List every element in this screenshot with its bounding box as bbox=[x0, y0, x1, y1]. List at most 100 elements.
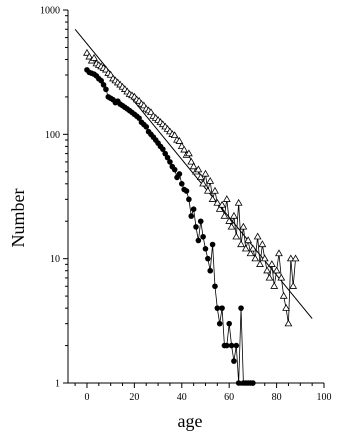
data-point-triangle bbox=[267, 260, 276, 267]
data-point-triangle bbox=[147, 108, 155, 116]
data-point-circle bbox=[195, 237, 202, 244]
data-point-triangle bbox=[106, 70, 115, 78]
data-point-circle bbox=[235, 380, 242, 386]
data-point-circle bbox=[212, 283, 218, 290]
data-point-circle bbox=[183, 188, 190, 194]
data-point-circle bbox=[100, 82, 107, 88]
data-point-circle bbox=[200, 233, 206, 240]
data-point-circle bbox=[171, 166, 178, 173]
data-point-triangle bbox=[189, 162, 198, 170]
series-line bbox=[86, 69, 253, 384]
data-point-triangle bbox=[199, 179, 208, 187]
data-point-circle bbox=[197, 218, 204, 225]
data-point-circle bbox=[186, 196, 192, 203]
data-point-triangle bbox=[213, 198, 222, 206]
series-layer bbox=[83, 48, 300, 386]
data-point-triangle bbox=[260, 254, 269, 262]
data-point-circle bbox=[224, 342, 230, 349]
data-point-circle bbox=[231, 358, 237, 364]
data-point-triangle bbox=[272, 266, 281, 274]
data-point-triangle bbox=[253, 232, 262, 240]
data-point-triangle bbox=[234, 198, 243, 206]
data-point-triangle bbox=[225, 217, 234, 224]
data-point-circle bbox=[250, 380, 256, 386]
data-point-triangle bbox=[286, 254, 295, 262]
data-point-triangle bbox=[211, 186, 219, 194]
data-point-circle bbox=[178, 181, 185, 187]
data-point-circle bbox=[226, 320, 232, 327]
x-tick-label: 100 bbox=[317, 392, 332, 403]
data-point-triangle bbox=[258, 240, 267, 248]
data-point-circle bbox=[190, 206, 197, 212]
data-point-circle bbox=[228, 342, 235, 349]
x-axis-label: age bbox=[178, 411, 203, 431]
data-point-triangle bbox=[215, 204, 224, 212]
x-tick-label: 60 bbox=[224, 392, 234, 403]
data-point-triangle bbox=[277, 273, 286, 281]
data-point-circle bbox=[238, 305, 244, 311]
data-point-triangle bbox=[227, 222, 236, 230]
x-tick-label: 20 bbox=[129, 392, 139, 403]
data-point-triangle bbox=[279, 291, 288, 299]
data-point-triangle bbox=[239, 222, 248, 230]
data-point-circle bbox=[136, 115, 142, 121]
data-point-triangle bbox=[220, 211, 229, 219]
y-axis-label: Number bbox=[8, 189, 28, 248]
data-point-circle bbox=[216, 320, 223, 327]
data-point-circle bbox=[214, 305, 221, 311]
data-point-circle bbox=[164, 154, 171, 161]
data-point-triangle bbox=[180, 145, 189, 153]
data-point-circle bbox=[103, 86, 109, 93]
data-point-triangle bbox=[184, 149, 193, 157]
data-point-circle bbox=[202, 246, 209, 252]
data-point-triangle bbox=[248, 244, 257, 252]
data-point-circle bbox=[233, 342, 240, 349]
data-point-triangle bbox=[83, 48, 91, 56]
x-tick-label: 40 bbox=[177, 392, 187, 403]
data-point-triangle bbox=[218, 200, 226, 208]
data-point-triangle bbox=[270, 282, 279, 289]
data-point-triangle bbox=[256, 260, 264, 267]
data-point-triangle bbox=[222, 195, 231, 202]
data-point-circle bbox=[193, 224, 199, 230]
series-circles bbox=[84, 67, 256, 386]
data-point-triangle bbox=[90, 53, 98, 61]
data-point-triangle bbox=[237, 240, 245, 248]
data-point-triangle bbox=[275, 249, 283, 257]
data-point-triangle bbox=[85, 52, 94, 60]
data-point-triangle bbox=[206, 176, 215, 184]
data-point-triangle bbox=[175, 137, 184, 144]
data-point-triangle bbox=[291, 254, 300, 262]
data-point-circle bbox=[98, 77, 104, 84]
data-point-triangle bbox=[203, 186, 212, 194]
data-point-triangle bbox=[194, 165, 203, 173]
data-point-triangle bbox=[246, 249, 255, 257]
x-tick-label: 80 bbox=[272, 392, 282, 403]
data-point-triangle bbox=[230, 211, 238, 219]
data-point-circle bbox=[209, 241, 216, 248]
series-line bbox=[86, 52, 296, 324]
data-point-triangle bbox=[241, 244, 250, 252]
data-point-triangle bbox=[170, 131, 179, 139]
data-point-triangle bbox=[265, 273, 274, 281]
data-point-circle bbox=[160, 146, 166, 152]
data-point-triangle bbox=[282, 303, 290, 311]
x-tick-label: 0 bbox=[84, 392, 89, 403]
y-tick-label: 1 bbox=[55, 379, 60, 390]
data-point-triangle bbox=[289, 282, 298, 289]
data-point-circle bbox=[219, 305, 225, 311]
data-point-triangle bbox=[284, 319, 293, 327]
data-point-triangle bbox=[187, 157, 196, 165]
data-point-circle bbox=[188, 213, 195, 219]
data-point-circle bbox=[167, 159, 173, 165]
data-point-triangle bbox=[251, 254, 260, 262]
data-point-triangle bbox=[263, 266, 272, 274]
series-triangles bbox=[83, 48, 300, 327]
data-point-triangle bbox=[244, 236, 253, 244]
y-tick-label: 100 bbox=[45, 130, 60, 141]
y-tick-label: 1000 bbox=[40, 6, 60, 17]
data-point-circle bbox=[176, 171, 183, 177]
data-point-triangle bbox=[208, 195, 217, 202]
data-point-circle bbox=[205, 255, 211, 262]
